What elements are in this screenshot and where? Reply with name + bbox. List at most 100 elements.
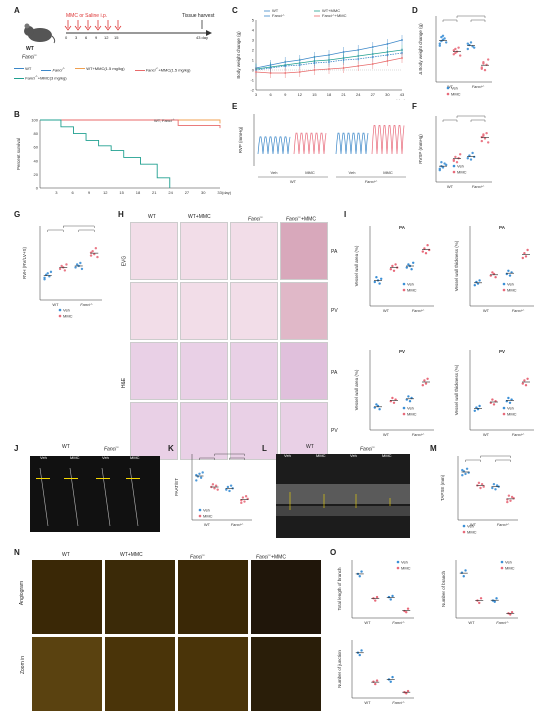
harvest-label: Tissue harvest (182, 13, 215, 19)
data-point (358, 575, 361, 578)
weight-point (371, 46, 374, 48)
x-group-label: Fanci-/- (472, 184, 485, 189)
y-tick-label: 100 (31, 118, 38, 123)
legend-label-mmc: MMC (507, 288, 517, 293)
data-point (480, 67, 483, 70)
data-point (438, 168, 441, 172)
n-col-wt-mmc: WT+MMC (120, 552, 143, 558)
data-point (445, 163, 448, 167)
l-label-veh1: Veh (284, 453, 291, 458)
data-point (91, 249, 94, 253)
n-row-zoom: Zoom in (20, 655, 27, 675)
data-point (445, 41, 448, 44)
weight-point (269, 72, 272, 74)
x-group-label: Fanci-/- (512, 432, 525, 437)
data-point (468, 154, 471, 157)
data-point (457, 46, 460, 49)
legend-item-fanci-mmc15: Fanci-/-+MMC(1.5 mg/kg) (134, 66, 190, 72)
data-point (466, 42, 469, 45)
rvp-trace-label: Veh (271, 170, 278, 175)
x-group-label: WT (447, 84, 454, 89)
x-unit-label: (day) (396, 98, 406, 100)
weight-point (401, 39, 403, 41)
y-tick-label: 80 (34, 131, 39, 136)
data-point (507, 396, 510, 400)
x-group-label: WT (204, 522, 211, 527)
y-axis-label: RVH (RV/LV+S) (22, 247, 27, 279)
histology-image (280, 402, 328, 460)
data-point (480, 139, 483, 143)
sig-bracket (47, 229, 64, 232)
data-point (421, 250, 424, 253)
zoom-image (178, 637, 248, 711)
weight-point (371, 63, 374, 65)
data-point (391, 264, 394, 268)
axis-lines (435, 116, 492, 183)
panel-label-c: C (232, 6, 238, 15)
data-point (492, 403, 496, 406)
data-point (74, 266, 77, 269)
histology-image (280, 222, 328, 280)
data-point (426, 377, 429, 380)
data-point (526, 377, 529, 380)
data-point (441, 34, 445, 37)
data-point (462, 575, 465, 578)
day-12: 12 (104, 35, 109, 40)
data-point (374, 682, 377, 686)
legend-label-mmc: MMC (457, 170, 467, 175)
data-point (375, 595, 379, 599)
x-group-label: Fanci-/- (472, 84, 485, 89)
x-tick-label: 15 (312, 92, 317, 97)
legend-label-veh: Veh (401, 560, 408, 565)
legend-label-veh: Veh (63, 308, 70, 313)
legend-label-mmc: MMC (407, 412, 417, 417)
data-point (60, 264, 63, 268)
legend-label-veh: Veh (507, 406, 514, 411)
data-point (482, 133, 485, 136)
rvp-trace-label: Veh (349, 170, 356, 175)
histology-image (280, 282, 328, 340)
y-axis-label: Percent survival (16, 138, 21, 170)
data-point (389, 598, 392, 601)
legend-marker-mmc (402, 412, 406, 416)
weight-point (386, 60, 389, 62)
data-point (211, 483, 215, 486)
data-point (495, 484, 499, 487)
panel-label-h: H (118, 210, 124, 219)
data-point (407, 263, 410, 266)
y-axis-label: Vessel wall area (%) (354, 245, 359, 286)
data-point (360, 570, 363, 573)
panel-label-a: A (14, 6, 20, 15)
legend-label-veh: Veh (407, 406, 414, 411)
x-group-label: Fanci-/- (512, 308, 525, 313)
data-point (443, 37, 446, 40)
data-point (63, 269, 67, 272)
data-point (244, 495, 248, 498)
data-point (464, 569, 467, 572)
data-point (507, 494, 511, 497)
x-tick-label: 18 (136, 190, 141, 195)
data-point (494, 276, 497, 279)
y-axis-label: Total length of branch (337, 567, 342, 611)
injection-label: MMC or Saline i.p. (66, 13, 108, 19)
data-point (195, 479, 198, 482)
histology-image (230, 402, 278, 460)
data-point (391, 594, 394, 598)
axis-lines (435, 16, 492, 83)
panel-label-f: F (412, 102, 417, 111)
weight-point (269, 67, 272, 69)
data-point (443, 162, 446, 165)
legend-item-fanci: Fanci-/- (41, 66, 65, 72)
legend-label-veh: Veh (451, 86, 458, 91)
data-point (80, 267, 84, 271)
panel-label-g: G (14, 210, 21, 219)
n-col-fanci: Fanci-/- (190, 553, 206, 561)
data-point (407, 395, 410, 398)
data-point (440, 35, 443, 39)
data-point (96, 255, 99, 259)
weight-point (401, 57, 403, 59)
legend-label-veh: Veh (457, 164, 464, 169)
data-point (480, 135, 483, 139)
axis-lines (455, 560, 518, 619)
